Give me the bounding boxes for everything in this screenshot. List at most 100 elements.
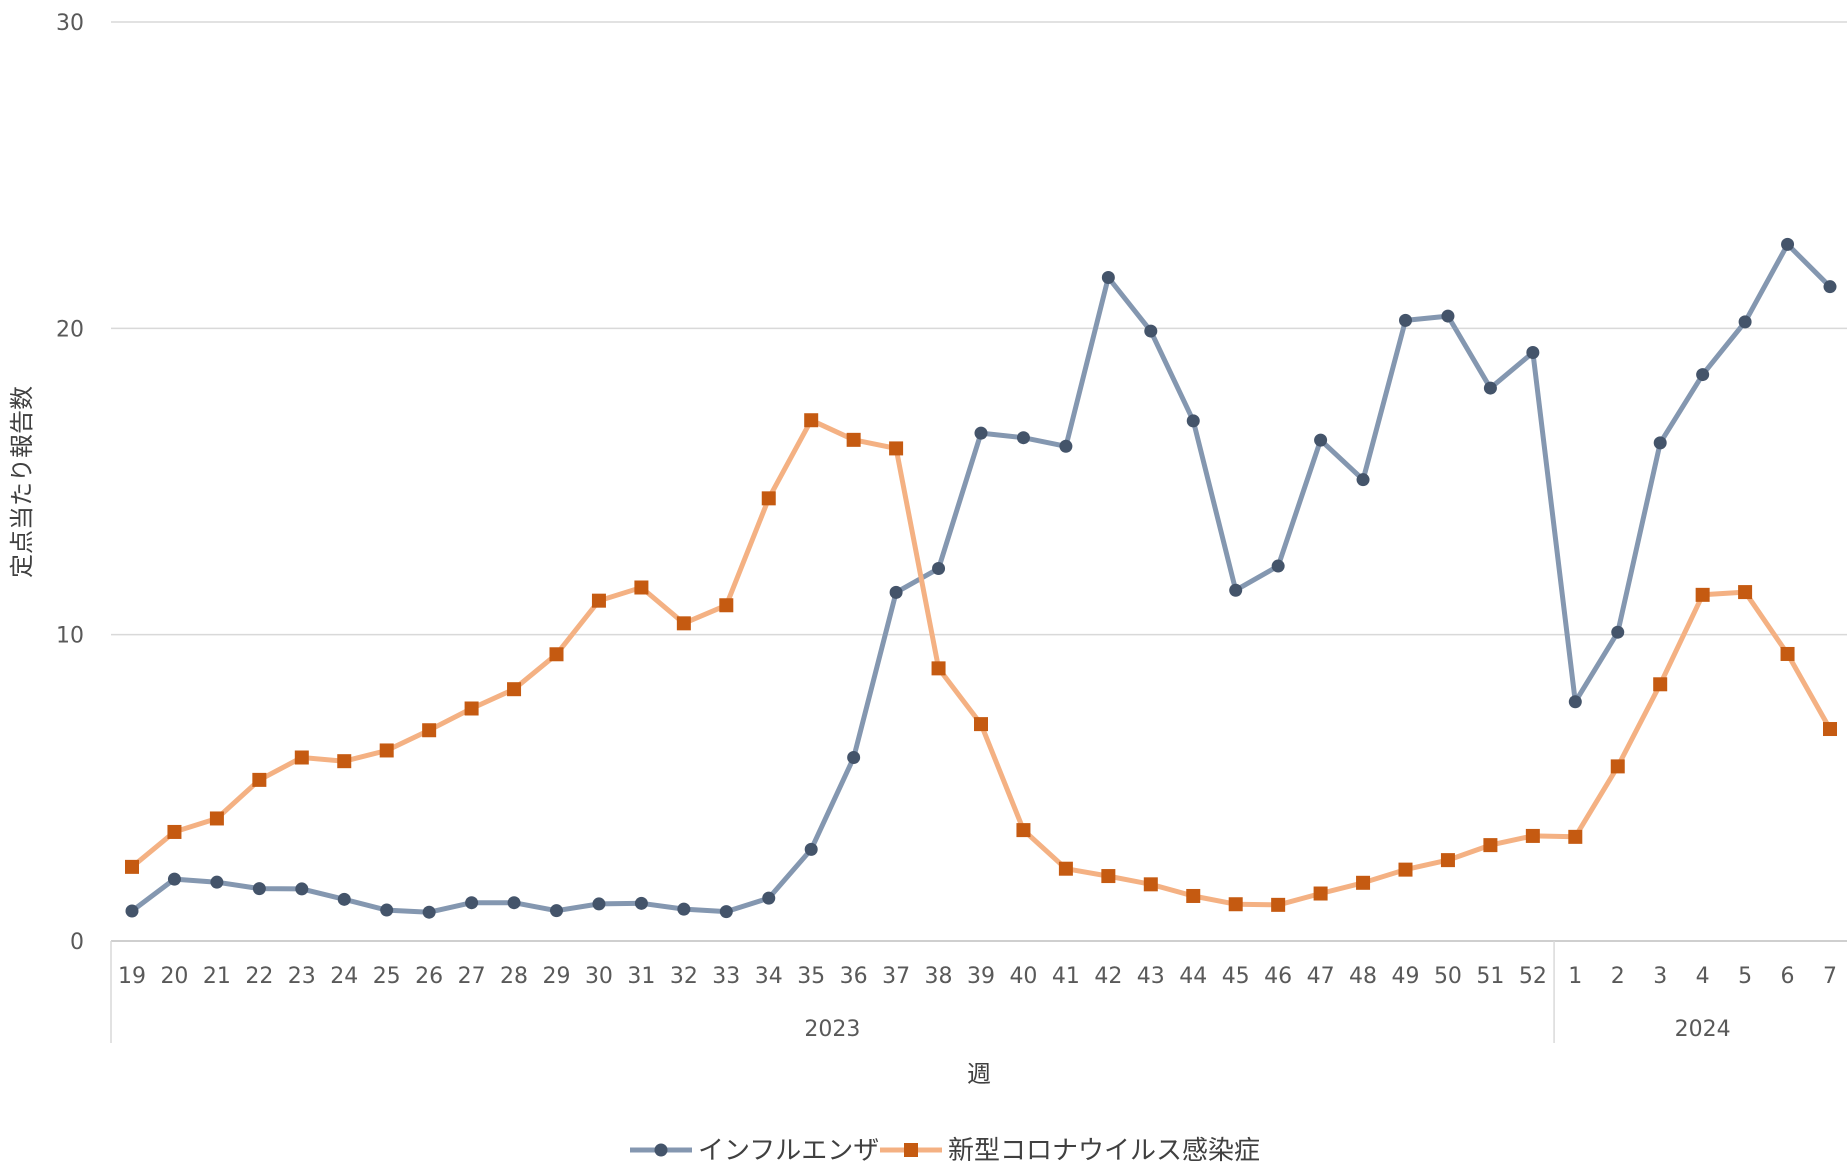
data-point [804, 842, 818, 856]
x-tick-label: 31 [627, 964, 655, 989]
y-tick-label: 10 [56, 624, 84, 649]
x-tick-label: 7 [1823, 964, 1837, 989]
x-tick-label: 4 [1696, 964, 1710, 989]
series-line-1 [129, 241, 1833, 915]
series-lines [129, 241, 1833, 915]
x-tick-label: 45 [1222, 964, 1250, 989]
x-tick-label: 50 [1434, 964, 1462, 989]
x-group-label: 2024 [1675, 1017, 1731, 1042]
x-tick-label: 25 [373, 964, 401, 989]
data-point [167, 872, 181, 886]
data-point [1399, 313, 1412, 327]
gridlines [111, 21, 1847, 942]
x-tick-label: 41 [1052, 964, 1080, 989]
x-tick-label: 32 [670, 964, 698, 989]
data-point [465, 896, 479, 910]
data-point [1314, 433, 1328, 447]
data-point [422, 723, 437, 738]
data-point [1738, 315, 1752, 329]
data-point [1271, 559, 1285, 573]
x-tick-label: 26 [415, 964, 443, 989]
y-tick-label: 0 [70, 930, 84, 955]
data-point [549, 647, 564, 662]
x-tick-label: 38 [925, 964, 953, 989]
data-point [1823, 280, 1837, 294]
data-point [507, 682, 522, 697]
data-point [1228, 897, 1243, 912]
data-point [1144, 324, 1158, 338]
data-point [1483, 381, 1497, 395]
data-point [167, 824, 182, 839]
data-point [719, 905, 733, 919]
data-point [1568, 695, 1582, 709]
data-point [464, 701, 479, 716]
data-point [1483, 838, 1498, 853]
data-point [974, 426, 988, 440]
data-point [676, 616, 691, 631]
data-point [804, 413, 819, 428]
legend-marker [654, 1143, 668, 1157]
data-point [507, 896, 521, 910]
data-point [591, 593, 606, 608]
x-tick-label: 51 [1476, 964, 1504, 989]
data-point [677, 902, 691, 916]
data-point [1440, 853, 1455, 868]
data-point [1143, 877, 1158, 892]
x-tick-label: 1 [1568, 964, 1582, 989]
x-tick-label: 29 [543, 964, 571, 989]
x-tick-label: 39 [967, 964, 995, 989]
data-point [846, 432, 861, 447]
x-tick-label: 19 [118, 964, 146, 989]
data-point [1823, 722, 1837, 737]
data-point [1186, 888, 1201, 903]
series-markers [125, 237, 1837, 919]
x-tick-label: 47 [1307, 964, 1335, 989]
data-point [1101, 270, 1115, 284]
data-point [1229, 583, 1243, 597]
data-point [209, 811, 224, 826]
data-point [210, 875, 224, 889]
x-tick-label: 23 [288, 964, 316, 989]
x-tick-label: 46 [1264, 964, 1292, 989]
data-point [294, 750, 309, 765]
x-tick-label: 6 [1781, 964, 1795, 989]
x-tick-label: 30 [585, 964, 613, 989]
data-point [1525, 828, 1540, 843]
data-point [1398, 862, 1413, 877]
x-tick-label: 3 [1653, 964, 1667, 989]
data-point [380, 903, 394, 917]
legend-label: 新型コロナウイルス感染症 [948, 1136, 1260, 1166]
data-point [1059, 439, 1073, 453]
data-point [1780, 646, 1795, 661]
data-point [1653, 677, 1668, 692]
x-tick-label: 5 [1738, 964, 1752, 989]
data-point [1313, 886, 1328, 901]
data-point [1526, 346, 1540, 360]
legend-label: インフルエンザ [698, 1136, 879, 1166]
x-tick-label: 35 [797, 964, 825, 989]
x-tick-label: 24 [330, 964, 358, 989]
x-tick-label: 22 [245, 964, 273, 989]
data-point [847, 751, 861, 765]
legend-marker [904, 1143, 918, 1157]
x-tick-label: 28 [500, 964, 528, 989]
x-tick-label: 43 [1137, 964, 1165, 989]
data-point [1356, 875, 1371, 890]
data-point [379, 743, 394, 758]
data-point [1568, 829, 1583, 844]
x-tick-label: 36 [840, 964, 868, 989]
data-point [1696, 368, 1710, 382]
x-axis-title: 週 [967, 1060, 991, 1088]
x-tick-label: 34 [755, 964, 783, 989]
x-tick-label: 44 [1179, 964, 1207, 989]
x-tick-label: 42 [1094, 964, 1122, 989]
x-tick-label: 20 [160, 964, 188, 989]
data-point [1441, 309, 1455, 323]
data-point [422, 905, 436, 919]
data-point [1781, 237, 1795, 251]
data-point [889, 585, 903, 599]
y-axis-ticks: 0 10 20 30 [56, 11, 84, 955]
data-point [1356, 473, 1370, 487]
data-point [125, 859, 139, 874]
data-point [1271, 897, 1286, 912]
